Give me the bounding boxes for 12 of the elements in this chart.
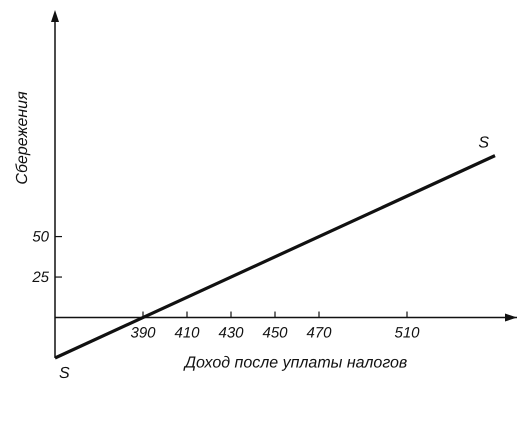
x-tick-label: 510 <box>394 324 420 342</box>
annotation: S <box>59 365 70 382</box>
x-tick-label: 450 <box>262 324 288 342</box>
y-tick-label: 50 <box>32 228 50 246</box>
x-axis-title: Доход после уплаты налогов <box>182 354 408 372</box>
annotation: S <box>478 134 490 152</box>
y-axis-title: Сбережения <box>14 90 31 185</box>
y-tick-label: 25 <box>31 269 50 286</box>
x-tick-label: 410 <box>174 324 200 342</box>
x-tick-label: 430 <box>218 324 244 342</box>
x-tick-label: 470 <box>306 324 332 342</box>
x-tick-label: 390 <box>130 324 156 342</box>
